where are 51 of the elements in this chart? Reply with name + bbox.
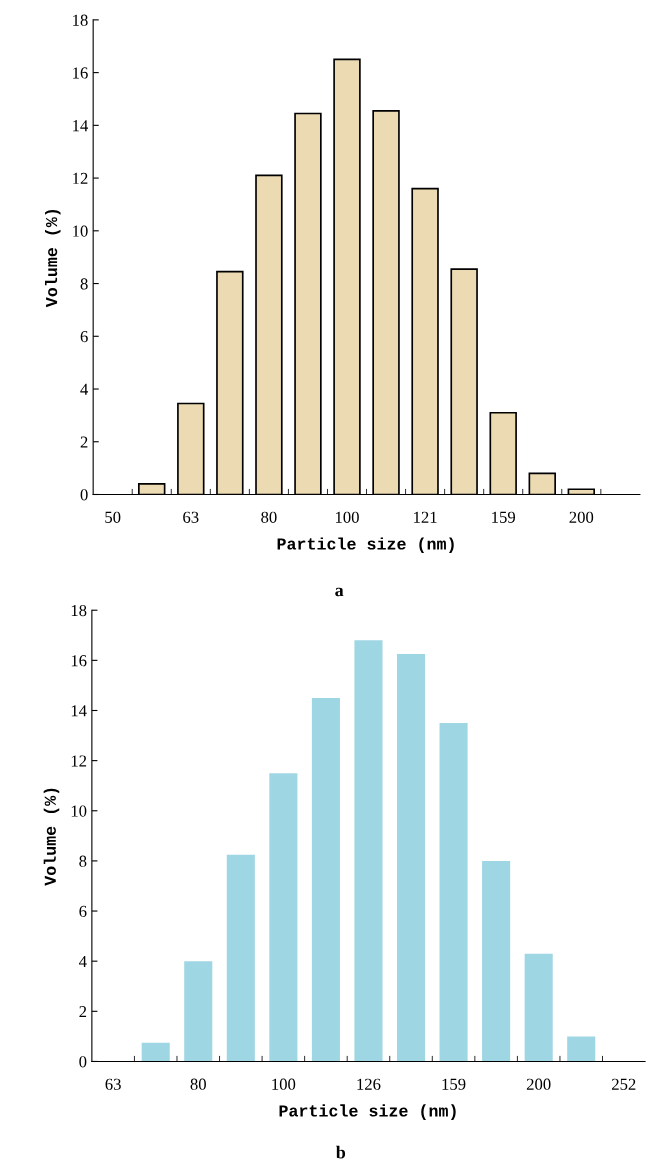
y-axis-title: Volume (%) [43,788,60,886]
y-tick-label: 18 [71,604,87,617]
x-tick-label: 121 [414,511,437,523]
y-tick-label: 2 [79,1006,87,1018]
text: b [336,1145,346,1159]
bar [524,953,553,1062]
y-tick-label: 0 [80,489,88,501]
x-tick-label: 252 [612,1078,636,1090]
x-tick-label: 100 [272,1078,296,1090]
bar [184,961,213,1062]
text: a [335,587,344,597]
x-tick-label: 63 [105,1078,121,1090]
y-tick-label: 4 [80,383,89,395]
y-axis-title: Volume (%) [44,209,61,308]
y-tick-label: 14 [71,705,87,717]
x-tick-label: 126 [357,1078,381,1090]
bar [567,1036,596,1062]
y-tick-label: 18 [73,14,88,26]
bar [482,860,511,1062]
x-tick-label: 100 [335,511,359,523]
bar [226,854,255,1062]
x-axis-title: Particle size (nm) [279,1104,456,1120]
y-tick-label: 6 [80,331,88,343]
x-axis-title: Particle size (nm) [277,537,454,553]
bar [141,1042,170,1062]
x-tick-label: 200 [526,1078,551,1090]
y-tick-label: 2 [80,436,88,448]
y-tick-label: 12 [73,172,88,184]
y-tick-label: 4 [79,955,87,967]
bar [311,697,340,1062]
y-tick-label: 12 [71,755,87,767]
bar [354,640,383,1062]
y-tick-label: 0 [79,1056,87,1068]
x-tick-label: 200 [569,511,594,523]
x-tick-label: 159 [442,1078,466,1090]
x-tick-label: 159 [492,511,516,523]
y-tick-label: 8 [80,278,88,290]
x-tick-label: 50 [105,511,121,523]
x-tick-label: 63 [183,511,199,523]
y-tick-label: 8 [79,855,87,867]
y-tick-label: 10 [71,805,87,817]
bar [439,723,468,1062]
bar [396,654,426,1062]
y-tick-label: 10 [73,225,88,237]
y-tick-label: 16 [73,67,88,79]
y-tick-label: 6 [79,905,87,917]
x-tick-label: 80 [190,1078,206,1090]
bar [269,773,298,1062]
x-tick-label: 80 [261,511,277,523]
y-tick-label: 14 [73,120,89,132]
y-tick-label: 16 [71,655,87,667]
